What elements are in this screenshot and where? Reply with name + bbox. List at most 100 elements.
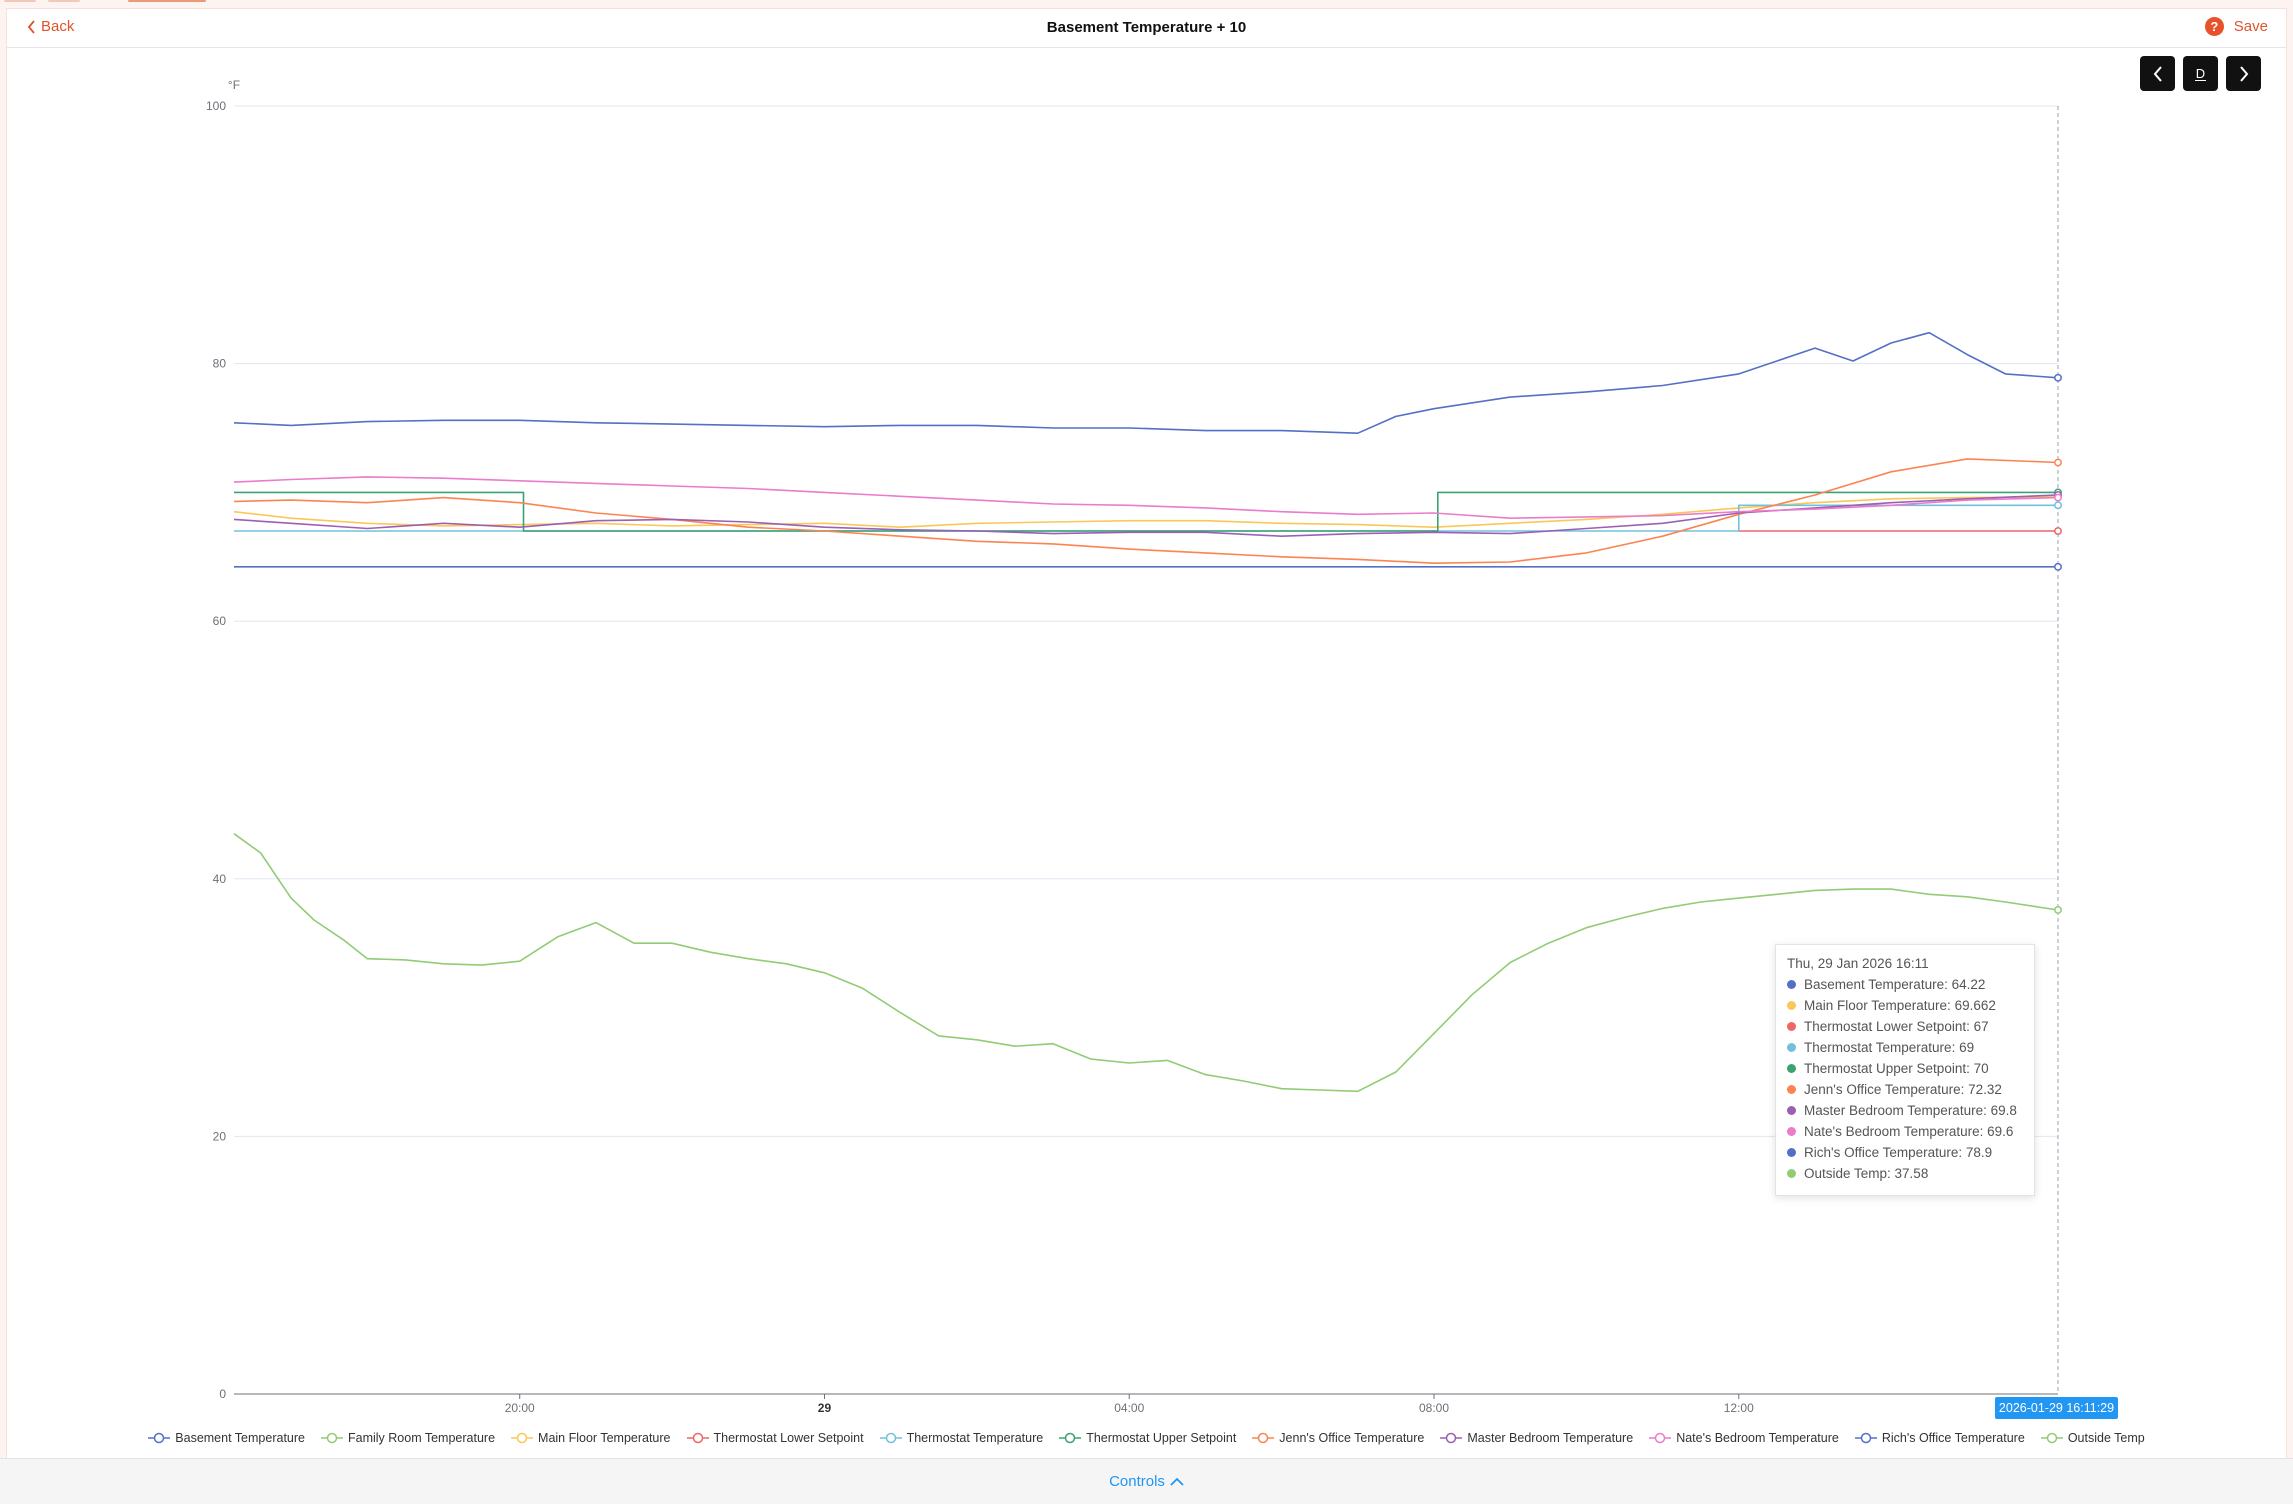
back-label: Back	[41, 18, 75, 35]
back-button[interactable]: Back	[27, 18, 74, 35]
y-tick-label: 0	[219, 1387, 226, 1401]
tooltip-row: Outside Temp: 37.58	[1787, 1163, 2023, 1184]
series-line-10	[233, 833, 2059, 1093]
tooltip-row-text: Thermostat Upper Setpoint: 70	[1804, 1061, 1989, 1076]
tooltip-row: Master Bedroom Temperature: 69.8	[1787, 1100, 2023, 1121]
legend-label: Thermostat Lower Setpoint	[713, 1431, 864, 1445]
y-tick-label: 40	[213, 872, 227, 886]
controls-label: Controls	[1109, 1473, 1165, 1490]
series-color-dot	[1787, 1085, 1796, 1094]
chevron-right-icon	[2239, 65, 2248, 82]
y-tick-label: 60	[213, 614, 227, 628]
legend-swatch-icon	[1649, 1432, 1672, 1444]
series-color-dot	[1787, 1001, 1796, 1010]
save-button[interactable]: Save	[2233, 18, 2268, 35]
period-label: D	[2194, 65, 2207, 81]
tooltip-row-text: Outside Temp: 37.58	[1804, 1166, 1929, 1181]
tooltip-row: Nate's Bedroom Temperature: 69.6	[1787, 1121, 2023, 1142]
chart-tooltip: Thu, 29 Jan 2026 16:11 Basement Temperat…	[1775, 944, 2035, 1196]
legend-item[interactable]: Basement Temperature	[148, 1431, 305, 1445]
legend-label: Rich's Office Temperature	[1881, 1431, 2025, 1445]
legend-item[interactable]: Main Floor Temperature	[511, 1431, 671, 1445]
legend-label: Nate's Bedroom Temperature	[1676, 1431, 1839, 1445]
legend-label: Main Floor Temperature	[538, 1431, 671, 1445]
y-axis-unit: °F	[228, 78, 240, 92]
tooltip-row-text: Thermostat Temperature: 69	[1804, 1040, 1975, 1055]
x-tick-label: 20:00	[505, 1401, 535, 1415]
x-tick-label: 12:00	[1724, 1401, 1754, 1415]
y-tick-label: 20	[213, 1129, 227, 1143]
series-end-point-0	[2054, 562, 2062, 571]
next-period-button[interactable]	[2226, 56, 2261, 91]
legend-label: Outside Temp	[2067, 1431, 2145, 1445]
legend-item[interactable]: Thermostat Upper Setpoint	[1059, 1431, 1236, 1445]
tooltip-time: Thu, 29 Jan 2026 16:11	[1787, 956, 1929, 971]
series-color-dot	[1787, 1064, 1796, 1073]
series-color-dot	[1787, 1148, 1796, 1157]
controls-toggle[interactable]: Controls	[1109, 1473, 1184, 1490]
series-end-point-8	[2054, 493, 2062, 502]
tooltip-row-text: Master Bedroom Temperature: 69.8	[1804, 1103, 2017, 1118]
period-navigation: D	[2140, 56, 2261, 91]
x-tick-label: 08:00	[1419, 1401, 1449, 1415]
legend-item[interactable]: Thermostat Lower Setpoint	[686, 1431, 864, 1445]
page-title: Basement Temperature + 10	[1046, 19, 1247, 36]
series-end-point-9	[2054, 373, 2062, 382]
tooltip-row: Thermostat Upper Setpoint: 70	[1787, 1058, 2023, 1079]
series-end-point-4	[2054, 501, 2062, 510]
tooltip-row-text: Rich's Office Temperature: 78.9	[1804, 1145, 1993, 1160]
series-color-dot	[1787, 1022, 1796, 1031]
legend-swatch-icon	[1059, 1432, 1082, 1444]
x-tick-label: 04:00	[1114, 1401, 1144, 1415]
chart-legend: Basement Temperature Family Room Temperat…	[0, 1431, 2293, 1445]
legend-item[interactable]: Jenn's Office Temperature	[1252, 1431, 1424, 1445]
legend-label: Thermostat Temperature	[906, 1431, 1044, 1445]
y-tick-label: 100	[206, 99, 226, 113]
legend-swatch-icon	[511, 1432, 534, 1444]
tooltip-row-text: Thermostat Lower Setpoint: 67	[1804, 1019, 1989, 1034]
series-end-point-3	[2054, 527, 2062, 535]
tooltip-row: Jenn's Office Temperature: 72.32	[1787, 1079, 2023, 1100]
legend-item[interactable]: Outside Temp	[2040, 1431, 2145, 1445]
legend-item[interactable]: Rich's Office Temperature	[1854, 1431, 2025, 1445]
series-line-8	[233, 476, 2059, 520]
tooltip-row: Thermostat Temperature: 69	[1787, 1037, 2023, 1058]
browser-tab-strip	[0, 0, 2293, 8]
legend-label: Basement Temperature	[175, 1431, 305, 1445]
previous-period-button[interactable]	[2140, 56, 2175, 91]
tooltip-row: Main Floor Temperature: 69.662	[1787, 995, 2023, 1016]
chevron-left-icon	[27, 19, 35, 34]
legend-swatch-icon	[1440, 1432, 1463, 1444]
series-color-dot	[1787, 1106, 1796, 1115]
legend-swatch-icon	[2040, 1432, 2063, 1444]
cursor-time-label: 2026-01-29 16:11:29	[1995, 1397, 2118, 1419]
tooltip-row-text: Jenn's Office Temperature: 72.32	[1804, 1082, 2002, 1097]
series-line-7	[233, 494, 2059, 538]
legend-swatch-icon	[320, 1432, 343, 1444]
chevron-up-icon	[1170, 1477, 1184, 1486]
tooltip-row: Thermostat Lower Setpoint: 67	[1787, 1016, 2023, 1037]
series-end-point-6	[2054, 458, 2062, 467]
app-window: Back Basement Temperature + 10 ? Save	[6, 8, 2287, 1502]
legend-item[interactable]: Family Room Temperature	[320, 1431, 496, 1445]
top-bar: Back Basement Temperature + 10 ? Save	[7, 9, 2286, 48]
y-tick-label: 80	[213, 357, 227, 371]
legend-item[interactable]: Thermostat Temperature	[879, 1431, 1044, 1445]
tooltip-row-text: Basement Temperature: 64.22	[1804, 977, 1986, 992]
series-color-dot	[1787, 1169, 1796, 1178]
tooltip-row-text: Main Floor Temperature: 69.662	[1804, 998, 1996, 1013]
chevron-left-icon	[2153, 65, 2162, 82]
legend-label: Family Room Temperature	[347, 1431, 496, 1445]
legend-item[interactable]: Master Bedroom Temperature	[1440, 1431, 1633, 1445]
series-color-dot	[1787, 1127, 1796, 1136]
footer-bar: Controls	[0, 1458, 2293, 1504]
x-tick-label: 29	[818, 1401, 832, 1415]
period-select-button[interactable]: D	[2183, 56, 2218, 91]
legend-swatch-icon	[148, 1432, 171, 1444]
series-color-dot	[1787, 1043, 1796, 1052]
legend-item[interactable]: Nate's Bedroom Temperature	[1649, 1431, 1839, 1445]
legend-label: Thermostat Upper Setpoint	[1086, 1431, 1237, 1445]
help-icon[interactable]: ?	[2204, 17, 2224, 36]
tooltip-row-text: Nate's Bedroom Temperature: 69.6	[1804, 1124, 2014, 1139]
